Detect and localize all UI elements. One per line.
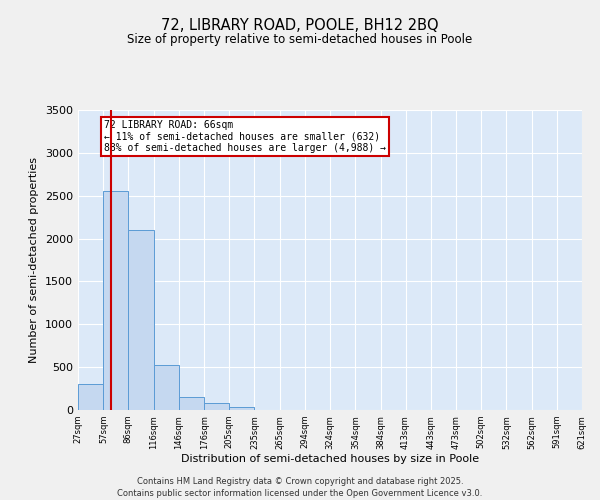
- Bar: [205, 403, 229, 410]
- Text: 72 LIBRARY ROAD: 66sqm
← 11% of semi-detached houses are smaller (632)
88% of se: 72 LIBRARY ROAD: 66sqm ← 11% of semi-det…: [104, 120, 386, 154]
- X-axis label: Distribution of semi-detached houses by size in Poole: Distribution of semi-detached houses by …: [181, 454, 479, 464]
- Text: 72, LIBRARY ROAD, POOLE, BH12 2BQ: 72, LIBRARY ROAD, POOLE, BH12 2BQ: [161, 18, 439, 32]
- Text: Size of property relative to semi-detached houses in Poole: Size of property relative to semi-detach…: [127, 32, 473, 46]
- Bar: [229, 406, 254, 410]
- Bar: [78, 384, 103, 410]
- Text: Contains HM Land Registry data © Crown copyright and database right 2025.
Contai: Contains HM Land Registry data © Crown c…: [118, 476, 482, 498]
- Bar: [179, 397, 205, 410]
- Bar: [154, 366, 179, 410]
- Bar: [103, 192, 128, 410]
- Y-axis label: Number of semi-detached properties: Number of semi-detached properties: [29, 157, 40, 363]
- Bar: [128, 230, 154, 410]
